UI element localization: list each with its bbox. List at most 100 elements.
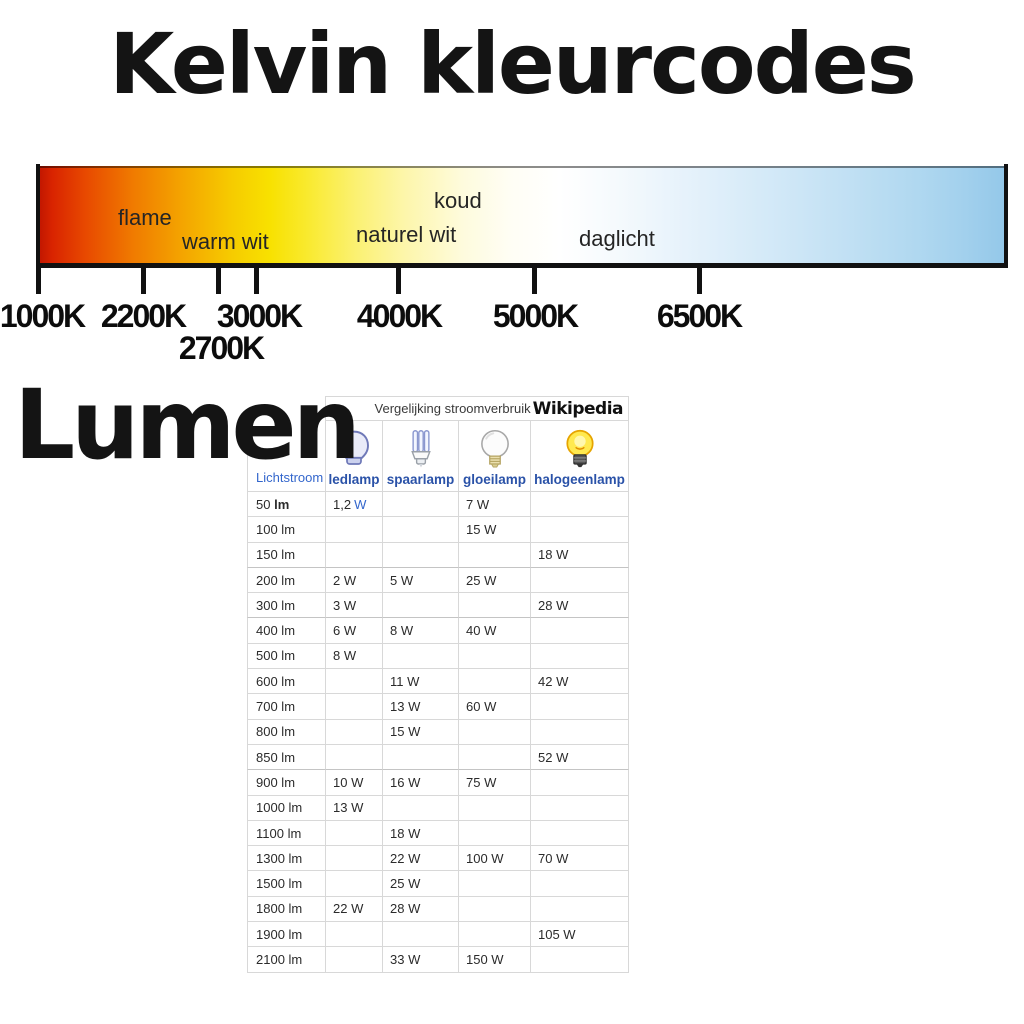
wattage-cell: 70 W — [531, 846, 629, 872]
wattage-cell: 150 W — [459, 947, 531, 973]
tick-mark-1000K — [36, 268, 41, 294]
wattage-cell: 16 W — [383, 770, 459, 796]
table-row: 1500 lm 25 W — [247, 871, 629, 897]
wattage-cell — [383, 492, 459, 518]
wattage-cell: 25 W — [459, 567, 531, 594]
lichtstroom-link[interactable]: Lichtstroom — [256, 470, 324, 485]
zone-label-warm-wit: warm wit — [182, 229, 269, 254]
column-header-spaarlamp: spaarlamp — [383, 421, 459, 492]
wattage-cell — [531, 871, 629, 897]
wattage-cell: 22 W — [326, 896, 383, 923]
watt-unit-link[interactable]: W — [354, 496, 367, 512]
table-row: 700 lm 13 W 60 W — [247, 694, 629, 720]
lumen-cell: 100 lm — [247, 517, 326, 543]
lumen-cell: 700 lm — [247, 694, 326, 720]
lumen-cell: 850 lm — [247, 744, 326, 771]
wattage-cell — [459, 896, 531, 923]
wattage-cell — [326, 871, 383, 897]
wattage-cell — [383, 517, 459, 543]
tick-label-1000K: 1000K — [0, 298, 86, 334]
wattage-cell — [383, 593, 459, 619]
halogen-bulb-icon — [559, 429, 601, 471]
wattage-cell — [326, 517, 383, 543]
column-label-gloeilamp[interactable]: gloeilamp — [462, 472, 526, 487]
table-row: 100 lm 15 W — [247, 517, 629, 543]
wattage-cell — [326, 694, 383, 720]
wattage-cell — [531, 719, 629, 745]
wattage-cell: 105 W — [531, 922, 629, 948]
wattage-cell — [383, 744, 459, 771]
lumen-cell: 200 lm — [247, 567, 326, 594]
wattage-cell: 8 W — [383, 618, 459, 644]
table-row: 1900 lm 105 W — [247, 922, 629, 948]
led-bulb-icon — [333, 429, 375, 471]
table-row: 300 lm 3 W 28 W — [247, 593, 629, 619]
wattage-cell — [326, 820, 383, 847]
tick-label-2700K: 2700K — [178, 330, 265, 366]
page-title: Kelvin kleurcodes — [109, 15, 916, 113]
kelvin-gradient-bar — [38, 166, 1004, 265]
wattage-cell — [531, 492, 629, 518]
wattage-cell — [531, 947, 629, 973]
wattage-cell: 42 W — [531, 669, 629, 695]
tick-label-6500K: 6500K — [656, 298, 743, 334]
wattage-cell — [459, 820, 531, 847]
wattage-cell — [459, 922, 531, 948]
lumen-cell: 900 lm — [247, 770, 326, 796]
wattage-cell: 3 W — [326, 593, 383, 619]
wattage-cell — [326, 846, 383, 872]
table-row: 50 lm 1,2 W 7 W — [247, 492, 629, 518]
wattage-cell: 2 W — [326, 567, 383, 594]
kelvin-axis-line — [36, 263, 1008, 268]
wattage-cell — [531, 820, 629, 847]
table-row: 500 lm 8 W — [247, 643, 629, 670]
lumen-cell: 1800 lm — [247, 896, 326, 923]
wattage-cell: 8 W — [326, 643, 383, 670]
wattage-cell: 52 W — [531, 744, 629, 771]
column-label-ledlamp[interactable]: ledlamp — [328, 472, 380, 487]
wattage-cell: 25 W — [383, 871, 459, 897]
wattage-cell: 1,2 W — [326, 492, 383, 518]
tick-mark-5000K — [532, 268, 537, 294]
wattage-cell — [459, 871, 531, 897]
wattage-cell: 6 W — [326, 618, 383, 644]
lumen-heading: Lumen — [14, 369, 361, 481]
wattage-cell: 18 W — [383, 820, 459, 847]
table-row: 150 lm 18 W — [247, 542, 629, 568]
wattage-cell: 18 W — [531, 542, 629, 568]
wattage-cell: 75 W — [459, 770, 531, 796]
wattage-cell — [383, 795, 459, 821]
lumen-cell: 1900 lm — [247, 922, 326, 948]
wattage-cell: 13 W — [326, 795, 383, 821]
wattage-cell — [326, 719, 383, 745]
table-row: 1300 lm 22 W 100 W 70 W — [247, 846, 629, 872]
table-caption-row: Vergelijking stroomverbruik Wikipedia — [247, 396, 629, 421]
column-label-spaarlamp[interactable]: spaarlamp — [386, 472, 455, 487]
table-row: 900 lm 10 W 16 W 75 W — [247, 770, 629, 796]
lumen-cell: 300 lm — [247, 593, 326, 619]
zone-label-flame: flame — [118, 205, 172, 230]
wattage-cell: 28 W — [383, 896, 459, 923]
lumen-cell: 1300 lm — [247, 846, 326, 872]
table-row: 1000 lm 13 W — [247, 795, 629, 821]
lichtstroom-header-cell: Lichtstroom — [247, 421, 326, 492]
column-header-gloeilamp: gloeilamp — [459, 421, 531, 492]
wattage-cell: 13 W — [383, 694, 459, 720]
wattage-cell — [383, 643, 459, 670]
lumen-cell: 1000 lm — [247, 795, 326, 821]
tick-mark-2200K — [141, 268, 146, 294]
wattage-cell — [326, 744, 383, 771]
table-row: 1100 lm 18 W — [247, 820, 629, 847]
wattage-cell — [531, 643, 629, 670]
wattage-cell — [326, 922, 383, 948]
wattage-cell — [326, 669, 383, 695]
incandescent-bulb-icon — [474, 429, 516, 471]
wattage-cell — [531, 517, 629, 543]
wattage-cell: 60 W — [459, 694, 531, 720]
table-corner-cell — [247, 396, 326, 421]
column-label-halogeenlamp[interactable]: halogeenlamp — [534, 472, 625, 487]
wattage-cell: 28 W — [531, 593, 629, 619]
lumen-cell: 800 lm — [247, 719, 326, 745]
